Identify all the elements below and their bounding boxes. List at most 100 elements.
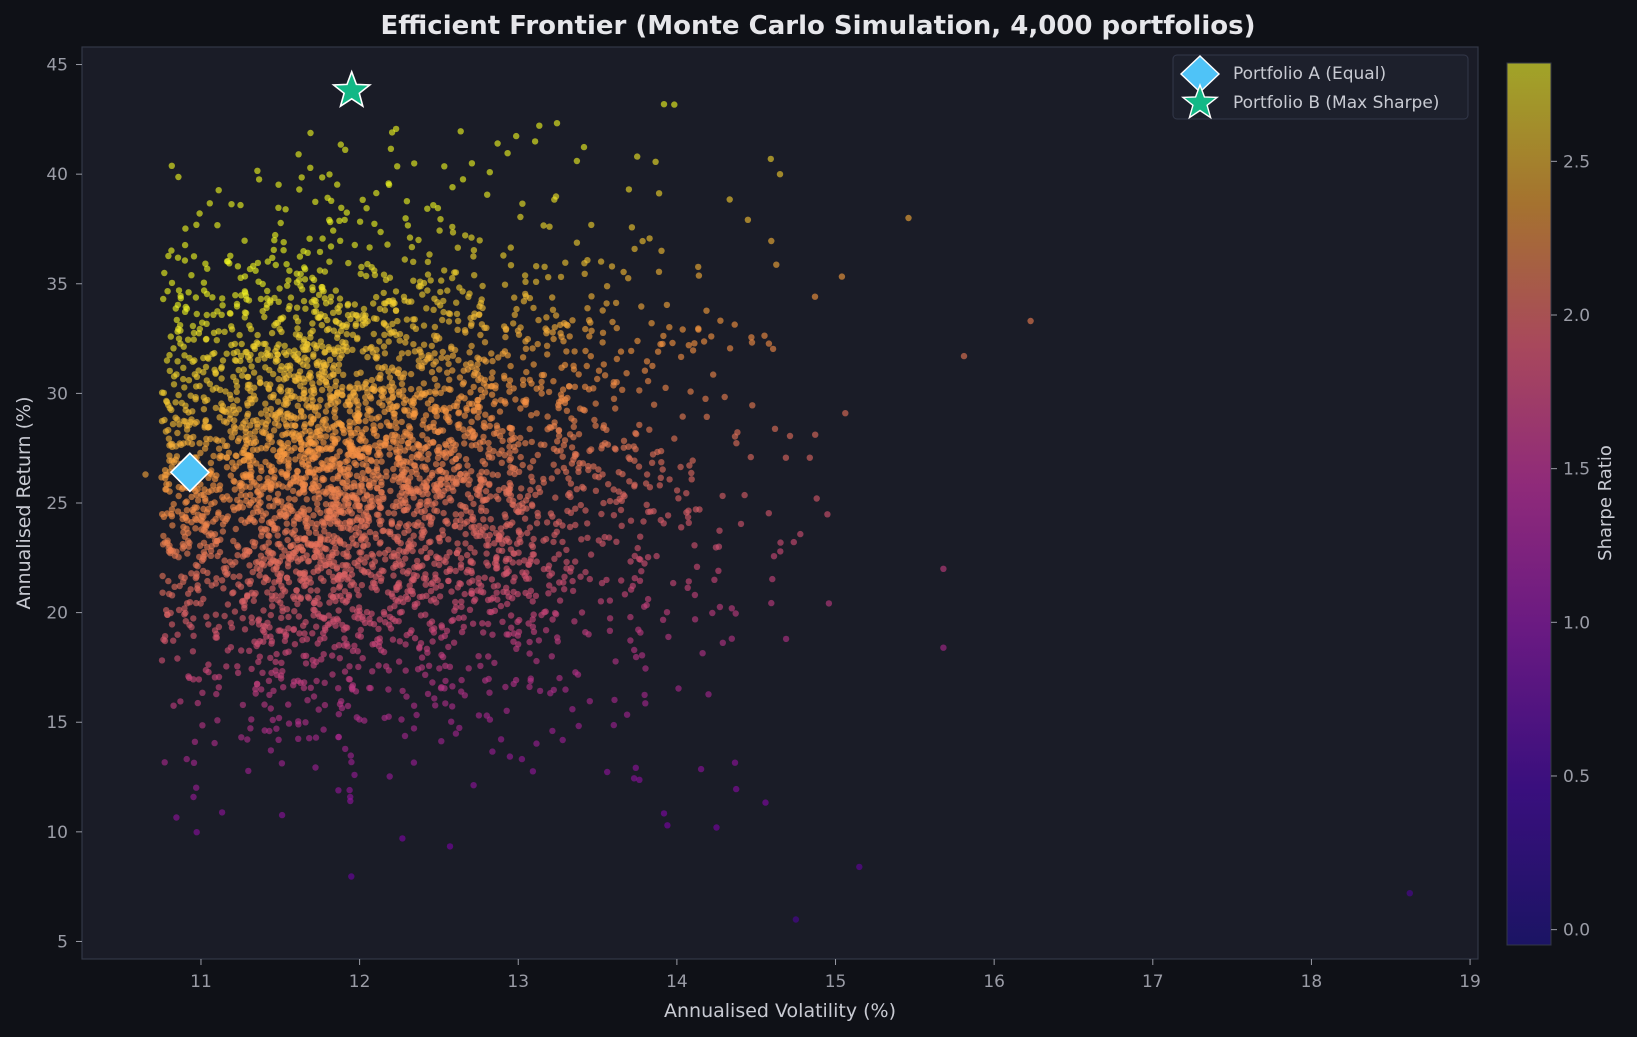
portfolio-point xyxy=(437,389,444,397)
portfolio-point xyxy=(741,491,748,499)
portfolio-point xyxy=(284,563,292,570)
portfolio-point xyxy=(523,368,530,376)
portfolio-point xyxy=(294,402,301,409)
portfolio-point xyxy=(297,595,304,603)
portfolio-point xyxy=(398,380,406,388)
portfolio-point xyxy=(311,597,319,605)
portfolio-point xyxy=(296,453,304,460)
portfolio-point xyxy=(216,548,224,556)
portfolio-point xyxy=(363,554,370,561)
portfolio-point xyxy=(187,392,194,399)
portfolio-point xyxy=(554,638,561,645)
portfolio-point xyxy=(549,513,556,520)
portfolio-point xyxy=(226,260,233,267)
portfolio-point xyxy=(236,331,243,339)
portfolio-point xyxy=(526,650,533,657)
portfolio-point xyxy=(689,457,696,464)
portfolio-point xyxy=(422,389,429,397)
portfolio-point xyxy=(267,654,274,662)
portfolio-point xyxy=(291,608,298,615)
portfolio-point xyxy=(485,675,492,683)
portfolio-point xyxy=(377,442,385,450)
portfolio-point xyxy=(338,698,345,705)
portfolio-point xyxy=(250,343,257,350)
portfolio-point xyxy=(603,576,610,584)
portfolio-point xyxy=(585,466,592,474)
portfolio-point xyxy=(344,702,352,710)
portfolio-point xyxy=(460,614,467,621)
portfolio-point xyxy=(489,471,496,478)
portfolio-point xyxy=(811,293,819,300)
portfolio-point xyxy=(533,558,540,565)
portfolio-point xyxy=(769,345,777,353)
portfolio-point xyxy=(435,443,443,451)
portfolio-point xyxy=(419,593,426,600)
portfolio-point xyxy=(314,500,321,508)
portfolio-point xyxy=(395,454,402,462)
portfolio-point xyxy=(551,555,558,562)
portfolio-point xyxy=(529,768,537,775)
portfolio-point xyxy=(269,550,277,557)
portfolio-point xyxy=(200,287,208,294)
portfolio-point xyxy=(279,314,287,321)
portfolio-point xyxy=(376,616,383,623)
portfolio-point xyxy=(230,373,237,381)
portfolio-point xyxy=(246,483,254,491)
portfolio-point xyxy=(626,455,633,463)
portfolio-point xyxy=(465,665,472,672)
portfolio-point xyxy=(284,387,292,394)
portfolio-point xyxy=(419,432,426,439)
portfolio-point xyxy=(731,321,738,328)
portfolio-point xyxy=(762,799,769,806)
portfolio-point xyxy=(208,542,215,550)
portfolio-point xyxy=(306,469,314,476)
portfolio-point xyxy=(294,600,301,608)
portfolio-point xyxy=(578,609,586,616)
portfolio-point xyxy=(439,348,446,356)
portfolio-point xyxy=(200,549,208,556)
portfolio-point xyxy=(463,405,470,412)
portfolio-point xyxy=(302,346,309,354)
portfolio-point xyxy=(520,381,527,388)
portfolio-point xyxy=(467,360,474,367)
portfolio-point xyxy=(375,413,383,421)
portfolio-point xyxy=(185,543,192,550)
portfolio-point xyxy=(587,551,595,558)
portfolio-point xyxy=(436,366,443,373)
portfolio-point xyxy=(599,307,606,314)
portfolio-point xyxy=(213,472,220,479)
portfolio-point xyxy=(442,558,449,566)
portfolio-point xyxy=(173,316,180,324)
portfolio-point xyxy=(180,523,187,531)
portfolio-point xyxy=(220,418,228,425)
portfolio-point xyxy=(586,698,593,705)
portfolio-point xyxy=(291,347,298,354)
portfolio-point xyxy=(164,288,171,295)
portfolio-point xyxy=(252,438,260,445)
portfolio-point xyxy=(585,317,593,324)
portfolio-point xyxy=(235,366,242,374)
portfolio-point xyxy=(544,565,552,573)
portfolio-point xyxy=(528,473,535,480)
portfolio-point xyxy=(406,582,413,589)
portfolio-point xyxy=(316,379,323,386)
portfolio-point xyxy=(540,222,547,229)
portfolio-point xyxy=(349,346,356,353)
portfolio-point xyxy=(270,446,277,454)
portfolio-point xyxy=(263,633,270,640)
portfolio-point xyxy=(530,535,537,543)
portfolio-point xyxy=(329,432,336,440)
portfolio-point xyxy=(283,574,290,581)
portfolio-point xyxy=(660,101,668,108)
portfolio-point xyxy=(271,294,278,302)
portfolio-point xyxy=(276,558,284,565)
portfolio-point xyxy=(658,247,665,254)
portfolio-point xyxy=(350,389,357,396)
portfolio-point xyxy=(321,369,328,376)
portfolio-point xyxy=(194,497,202,504)
portfolio-point xyxy=(368,376,376,384)
portfolio-point xyxy=(731,759,739,766)
portfolio-point xyxy=(256,566,264,574)
portfolio-point xyxy=(304,558,312,565)
portfolio-point xyxy=(218,363,225,371)
